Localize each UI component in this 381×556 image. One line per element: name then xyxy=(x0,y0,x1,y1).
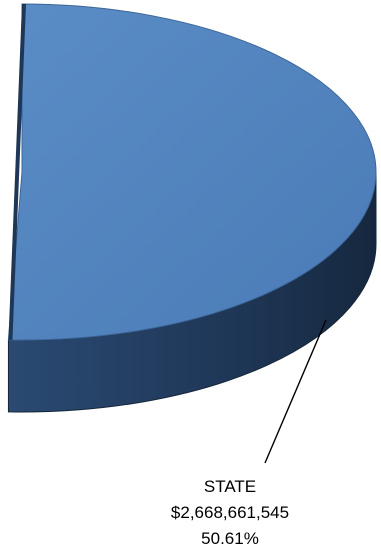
slice-label-state: STATE $2,668,661,545 50.61% xyxy=(130,474,330,552)
pie-slice-state-edge xyxy=(8,4,26,340)
slice-label-value: $2,668,661,545 xyxy=(170,503,290,522)
slice-label-name: STATE xyxy=(203,477,257,496)
leader-line xyxy=(264,319,327,464)
pie-slice-state xyxy=(7,3,377,341)
slice-label-percent: 50.61% xyxy=(201,529,259,548)
